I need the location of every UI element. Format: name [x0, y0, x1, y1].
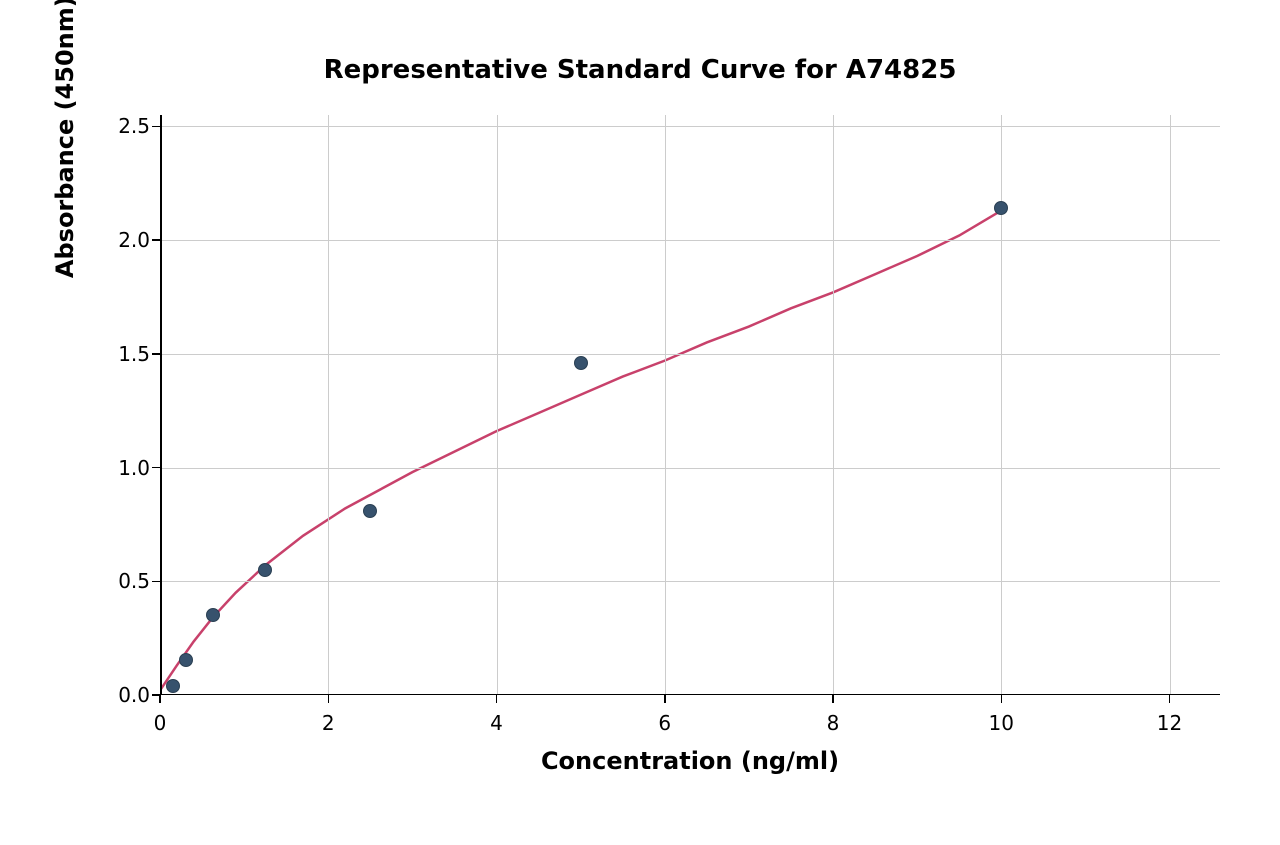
x-tick-label: 10 [989, 711, 1014, 735]
chart-container: Representative Standard Curve for A74825… [0, 0, 1280, 845]
data-point [166, 679, 180, 693]
y-tick-label: 1.5 [110, 342, 150, 366]
grid-line-horizontal [160, 581, 1220, 582]
y-tick-label: 0.0 [110, 683, 150, 707]
x-axis-label: Concentration (ng/ml) [541, 747, 839, 775]
y-tick-label: 2.0 [110, 228, 150, 252]
x-tick-mark [1001, 695, 1003, 703]
y-tick-mark [152, 353, 160, 355]
y-tick-mark [152, 126, 160, 128]
x-tick-label: 8 [827, 711, 840, 735]
y-tick-label: 0.5 [110, 569, 150, 593]
plot-area: Concentration (ng/ml) Absorbance (450nm)… [160, 115, 1220, 695]
grid-line-horizontal [160, 468, 1220, 469]
y-tick-mark [152, 694, 160, 696]
y-tick-mark [152, 467, 160, 469]
data-point [258, 563, 272, 577]
x-tick-mark [832, 695, 834, 703]
y-axis-line [160, 115, 162, 695]
grid-line-vertical [497, 115, 498, 695]
x-tick-mark [1169, 695, 1171, 703]
curve-svg [160, 115, 1220, 695]
x-tick-label: 6 [658, 711, 671, 735]
data-point [994, 201, 1008, 215]
x-tick-label: 0 [154, 711, 167, 735]
data-point [363, 504, 377, 518]
grid-line-horizontal [160, 354, 1220, 355]
x-tick-mark [328, 695, 330, 703]
y-axis-label: Absorbance (450nm) [51, 0, 79, 278]
x-tick-mark [159, 695, 161, 703]
x-tick-label: 12 [1157, 711, 1182, 735]
chart-title: Representative Standard Curve for A74825 [324, 55, 957, 85]
x-tick-mark [496, 695, 498, 703]
grid-line-vertical [665, 115, 666, 695]
x-tick-label: 4 [490, 711, 503, 735]
grid-line-vertical [328, 115, 329, 695]
grid-line-horizontal [160, 240, 1220, 241]
x-tick-mark [664, 695, 666, 703]
x-axis-line [160, 694, 1220, 696]
y-tick-mark [152, 581, 160, 583]
grid-line-vertical [833, 115, 834, 695]
y-tick-label: 2.5 [110, 114, 150, 138]
y-tick-mark [152, 239, 160, 241]
x-tick-label: 2 [322, 711, 335, 735]
grid-line-vertical [1170, 115, 1171, 695]
data-point [206, 608, 220, 622]
data-point [179, 653, 193, 667]
fit-curve [160, 211, 1001, 691]
grid-line-horizontal [160, 126, 1220, 127]
data-point [574, 356, 588, 370]
y-tick-label: 1.0 [110, 456, 150, 480]
